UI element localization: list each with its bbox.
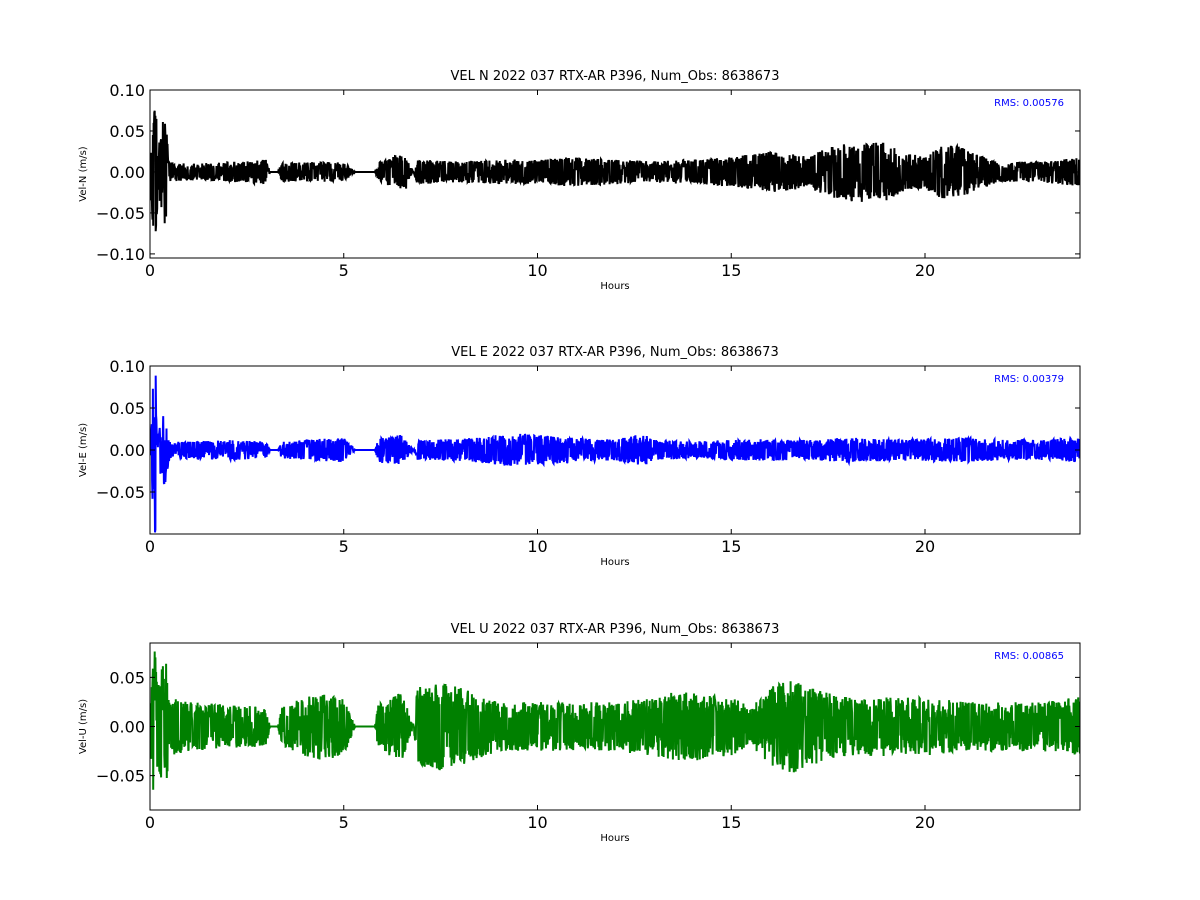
y-tick-label: 0.10 [109,81,145,100]
chart-panel-2: VEL E 2022 037 RTX-AR P396, Num_Obs: 863… [78,345,1081,568]
y-tick-label: 0.05 [109,668,145,687]
plot-frame [149,89,1081,259]
x-tick-label: 15 [721,813,741,832]
x-tick-label: 10 [527,813,547,832]
x-tick-label: 10 [527,537,547,556]
rms-annotation: RMS: 0.00576 [994,98,1064,109]
y-tick-label: 0.05 [109,399,145,418]
y-axis-label: Vel-U (m/s) [78,699,89,754]
x-tick-label: 0 [145,261,155,280]
y-tick-label: 0.00 [109,718,145,737]
series-line-1 [150,110,1080,232]
x-tick-label: 20 [915,537,935,556]
chart-panel-3: VEL U 2022 037 RTX-AR P396, Num_Obs: 863… [78,622,1081,844]
x-axis-label: Hours [600,281,629,292]
y-tick-label: −0.10 [96,245,145,264]
series-line-1 [150,375,1080,533]
y-axis-label: Vel-N (m/s) [78,146,89,201]
chart-panel-1: VEL N 2022 037 RTX-AR P396, Num_Obs: 863… [78,69,1081,292]
x-tick-label: 0 [145,537,155,556]
y-tick-label: −0.05 [96,483,145,502]
chart-title: VEL U 2022 037 RTX-AR P396, Num_Obs: 863… [451,622,780,637]
y-tick-label: 0.00 [109,441,145,460]
series-line-1 [150,651,1080,790]
x-tick-label: 5 [339,813,349,832]
x-tick-label: 15 [721,537,741,556]
x-axis-label: Hours [600,833,629,844]
x-tick-label: 5 [339,537,349,556]
y-axis-label: Vel-E (m/s) [78,423,89,477]
x-tick-label: 0 [145,813,155,832]
x-tick-label: 20 [915,261,935,280]
chart-title: VEL N 2022 037 RTX-AR P396, Num_Obs: 863… [451,69,780,84]
x-tick-label: 5 [339,261,349,280]
x-tick-label: 20 [915,813,935,832]
y-tick-label: −0.05 [96,204,145,223]
rms-annotation: RMS: 0.00379 [994,374,1064,385]
y-tick-label: −0.05 [96,767,145,786]
chart-title: VEL E 2022 037 RTX-AR P396, Num_Obs: 863… [451,345,778,360]
y-tick-label: 0.05 [109,122,145,141]
x-tick-label: 15 [721,261,741,280]
rms-annotation: RMS: 0.00865 [994,651,1064,662]
x-axis-label: Hours [600,557,629,568]
y-tick-label: 0.00 [109,163,145,182]
y-tick-label: 0.10 [109,357,145,376]
x-tick-label: 10 [527,261,547,280]
